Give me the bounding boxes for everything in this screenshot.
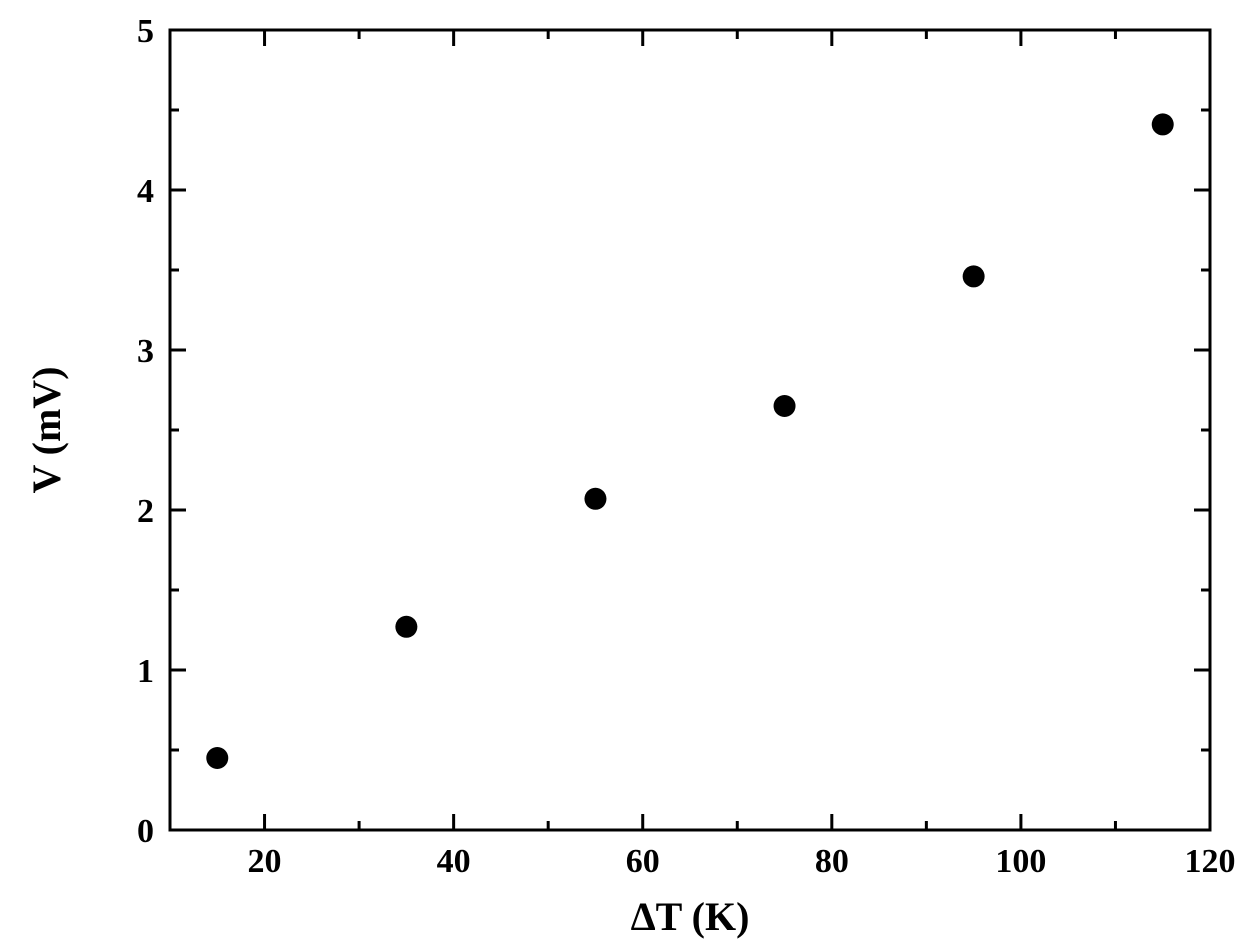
x-tick-label: 40 [437, 843, 471, 880]
y-tick-label: 1 [137, 653, 154, 690]
data-point [206, 747, 228, 769]
y-tick-label: 3 [137, 333, 154, 370]
chart-background [0, 0, 1240, 950]
chart-container: 20 40 60 80 100 120 0 1 2 3 4 5 ΔT (K) V (mV) [0, 0, 1240, 950]
x-axis-label: ΔT (K) [631, 894, 750, 939]
x-tick-label: 20 [248, 843, 282, 880]
y-tick-label: 4 [137, 173, 154, 210]
y-tick-label: 0 [137, 813, 154, 850]
data-point [963, 265, 985, 287]
y-tick-label: 5 [137, 13, 154, 50]
data-point [584, 488, 606, 510]
x-tick-label: 80 [815, 843, 849, 880]
x-tick-label: 100 [995, 843, 1046, 880]
scatter-chart: 20 40 60 80 100 120 0 1 2 3 4 5 ΔT (K) V (mV) [0, 0, 1240, 950]
x-tick-label: 60 [626, 843, 660, 880]
data-point [395, 616, 417, 638]
data-point [1152, 113, 1174, 135]
y-axis-label: V (mV) [24, 366, 69, 493]
x-tick-label: 120 [1185, 843, 1236, 880]
y-tick-label: 2 [137, 493, 154, 530]
data-point [774, 395, 796, 417]
